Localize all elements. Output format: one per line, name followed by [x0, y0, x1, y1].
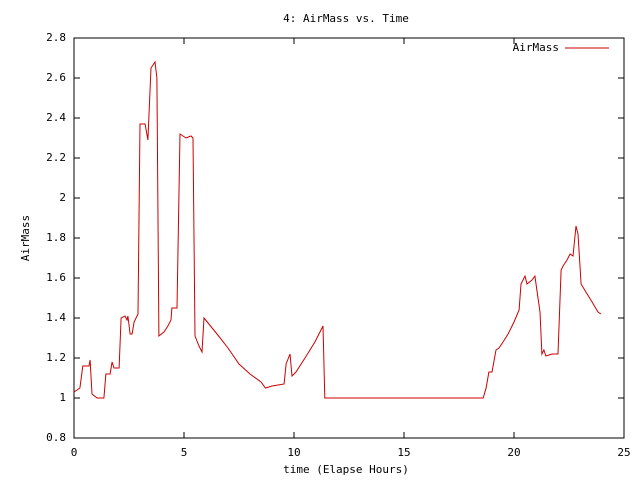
y-tick-label: 2.4 — [46, 111, 66, 124]
plot-border — [73, 37, 625, 439]
y-tick-label: 1.4 — [46, 311, 66, 324]
y-tick-label: 2.2 — [46, 151, 66, 164]
x-axis-label: time (Elapse Hours) — [283, 463, 409, 476]
y-tick-label: 1.8 — [46, 231, 66, 244]
x-tick-label: 15 — [397, 446, 410, 459]
x-tick-label: 20 — [507, 446, 520, 459]
x-tick-label: 10 — [287, 446, 300, 459]
x-tick-label: 0 — [71, 446, 78, 459]
y-tick-label: 2 — [59, 191, 66, 204]
y-tick-label: 2.6 — [46, 71, 66, 84]
y-tick-label: 1.2 — [46, 351, 66, 364]
y-tick-label: 1 — [59, 391, 66, 404]
data-line — [73, 60, 602, 399]
x-tick-label: 25 — [617, 446, 630, 459]
chart-title: 4: AirMass vs. Time — [283, 12, 409, 25]
y-axis-label: AirMass — [19, 215, 32, 261]
y-tick-label: 0.8 — [46, 431, 66, 444]
y-tick-label: 1.6 — [46, 271, 66, 284]
x-tick-label: 5 — [181, 446, 188, 459]
legend-label: AirMass — [513, 41, 559, 54]
y-tick-label: 2.8 — [46, 31, 66, 44]
